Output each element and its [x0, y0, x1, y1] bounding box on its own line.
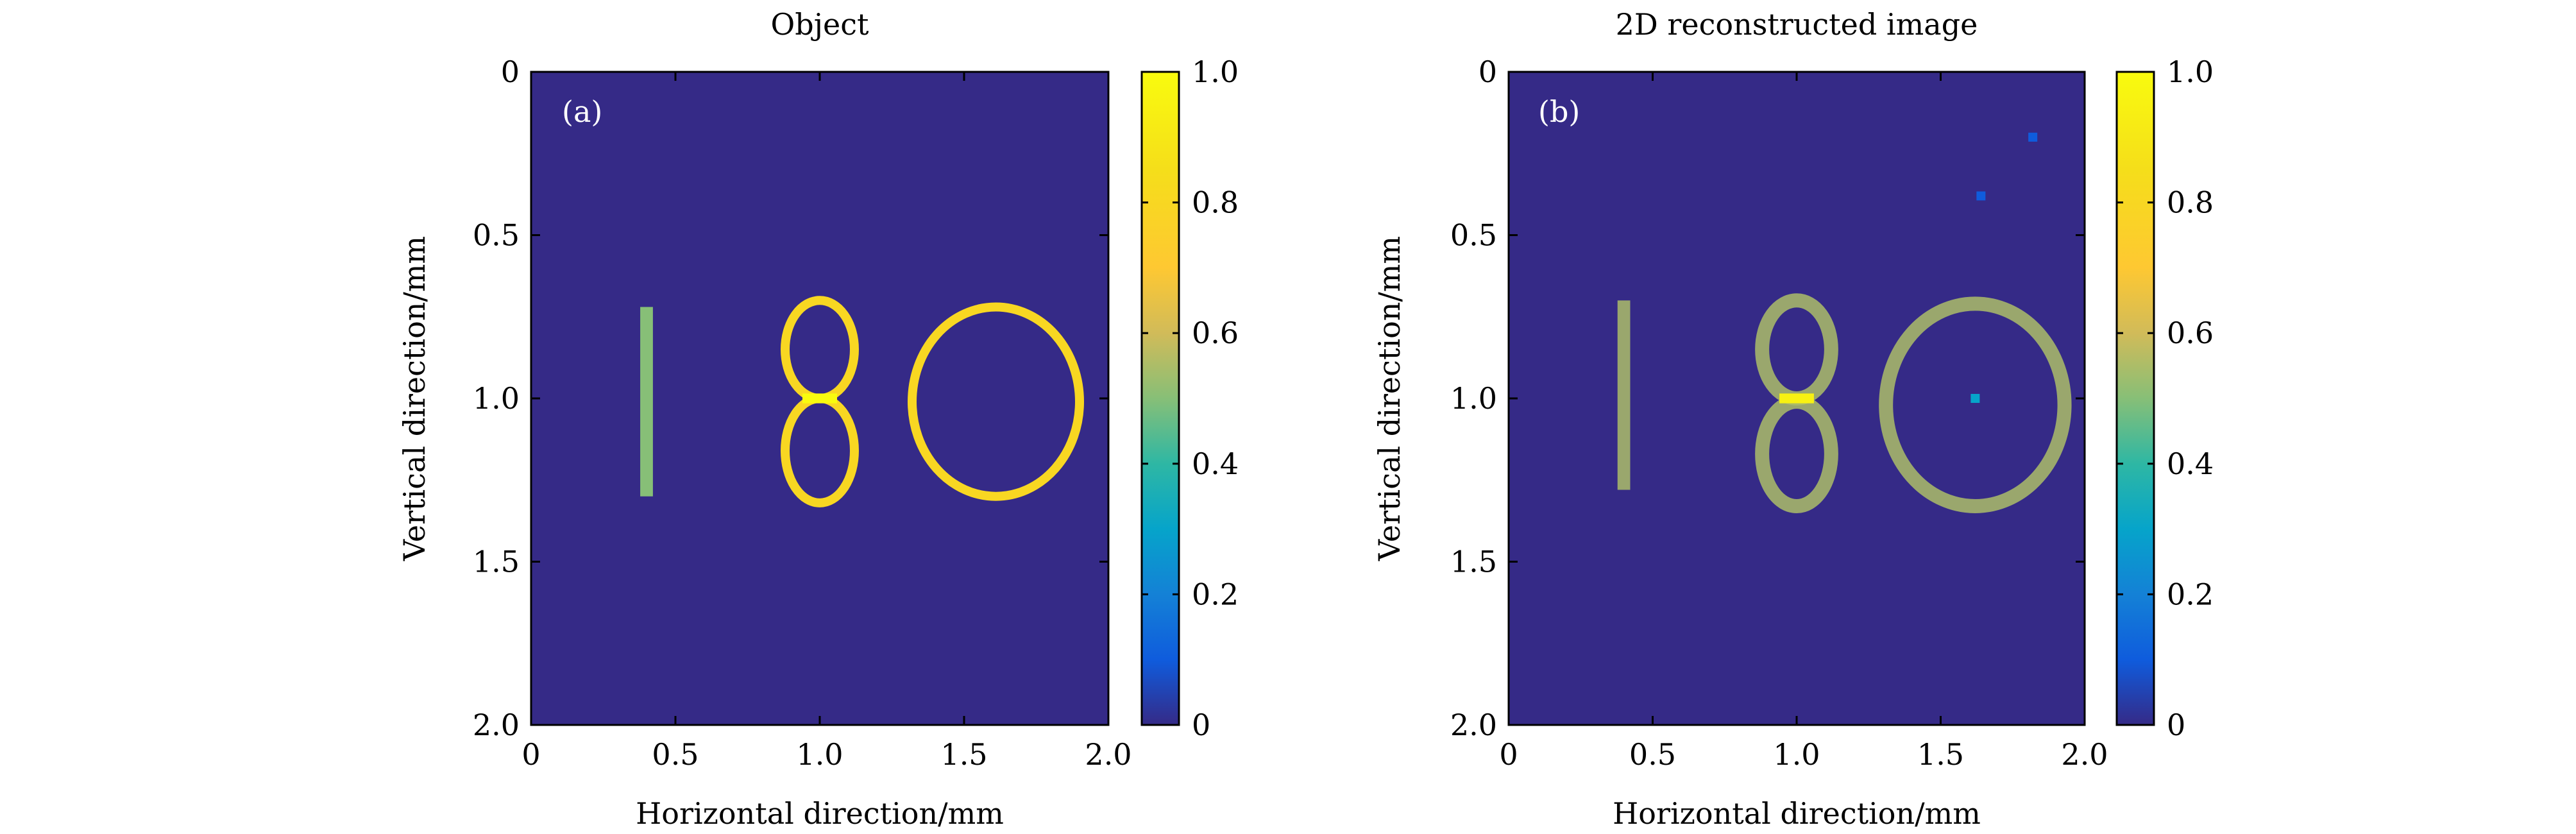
panel-reconstruction: 2D reconstructed image (b) 0 0.5 1.0 1.5 2.0…: [1372, 7, 2214, 831]
y-axis-label: Vertical direction/mm: [397, 236, 432, 561]
y-tick-label: 0: [1479, 55, 1497, 89]
colorbar: [2115, 71, 2155, 726]
colorbar-tick-label: 0.2: [1192, 577, 1239, 611]
x-axis-label: Horizontal direction/mm: [636, 796, 1004, 831]
panel-label: (a): [562, 94, 602, 129]
digit-one-bar: [1617, 300, 1631, 490]
heatmap-marks: [1617, 132, 2072, 513]
y-tick-label: 0.5: [473, 218, 520, 253]
y-tick-label: 2.0: [473, 708, 520, 742]
y-tick-label: 2.0: [1450, 708, 1497, 742]
x-tick-label: 0: [521, 737, 540, 772]
x-tick-label: 0.5: [652, 737, 699, 772]
artifact-dot: [2028, 132, 2038, 142]
artifact-dot: [1970, 394, 1980, 403]
digit-zero-ring: [908, 302, 1084, 501]
x-tick-label: 1.5: [1917, 737, 1964, 772]
panel-label: (b): [1538, 94, 1580, 129]
digit-zero-ring: [1879, 296, 2072, 513]
colorbar-tick-label: 0.6: [2167, 316, 2214, 350]
x-tick-label: 2.0: [2061, 737, 2108, 772]
digit-one-bar: [640, 307, 653, 497]
colorbar-ticks: 0 0.2 0.4 0.6 0.8 1.0: [2117, 55, 2214, 742]
chart-title: Object: [771, 7, 869, 42]
x-tick-label: 1.5: [940, 737, 987, 772]
y-tick-label: 1.0: [1450, 381, 1497, 416]
colorbar-tick-label: 0: [2167, 708, 2185, 742]
y-axis-label: Vertical direction/mm: [1372, 236, 1407, 561]
x-tick-label: 2.0: [1085, 737, 1131, 772]
colorbar-tick-label: 0.6: [1192, 316, 1239, 350]
colorbar-tick-label: 0.4: [2167, 447, 2214, 481]
y-tick-label: 1.5: [473, 545, 520, 579]
panel-object: Object (a) 0 0.5 1.0 1.5 2.0 0 0.5 1.0 1.5 2.0 H…: [397, 7, 1239, 831]
x-tick-label: 0.5: [1629, 737, 1676, 772]
digit-eight-waist: [802, 393, 837, 404]
colorbar-tick-label: 0.2: [2167, 577, 2214, 611]
y-tick-label: 1.5: [1450, 545, 1497, 579]
y-axis: 0 0.5 1.0 1.5 2.0: [473, 55, 1108, 742]
y-tick-label: 0: [501, 55, 520, 89]
heatmap-marks: [640, 296, 1084, 507]
artifact-dot: [1976, 191, 1986, 201]
digit-eight-waist: [1779, 393, 1814, 404]
x-axis: 0 0.5 1.0 1.5 2.0: [1499, 72, 2108, 772]
y-tick-label: 0.5: [1450, 218, 1497, 253]
colorbar-ticks: 0 0.2 0.4 0.6 0.8 1.0: [1142, 55, 1239, 742]
y-tick-label: 1.0: [473, 381, 520, 416]
x-tick-label: 0: [1499, 737, 1518, 772]
colorbar: [1140, 71, 1180, 726]
colorbar-tick-label: 0: [1192, 708, 1210, 742]
x-axis-label: Horizontal direction/mm: [1613, 796, 1981, 831]
y-axis: 0 0.5 1.0 1.5 2.0: [1450, 55, 2085, 742]
colorbar-tick-label: 1.0: [1192, 55, 1239, 89]
x-tick-label: 1.0: [796, 737, 843, 772]
chart-title: 2D reconstructed image: [1616, 7, 1978, 42]
colorbar-tick-label: 0.4: [1192, 447, 1239, 481]
colorbar-tick-label: 0.8: [1192, 185, 1239, 220]
x-tick-label: 1.0: [1773, 737, 1820, 772]
colorbar-tick-label: 1.0: [2167, 55, 2214, 89]
colorbar-tick-label: 0.8: [2167, 185, 2214, 220]
x-axis: 0 0.5 1.0 1.5 2.0: [521, 72, 1132, 772]
